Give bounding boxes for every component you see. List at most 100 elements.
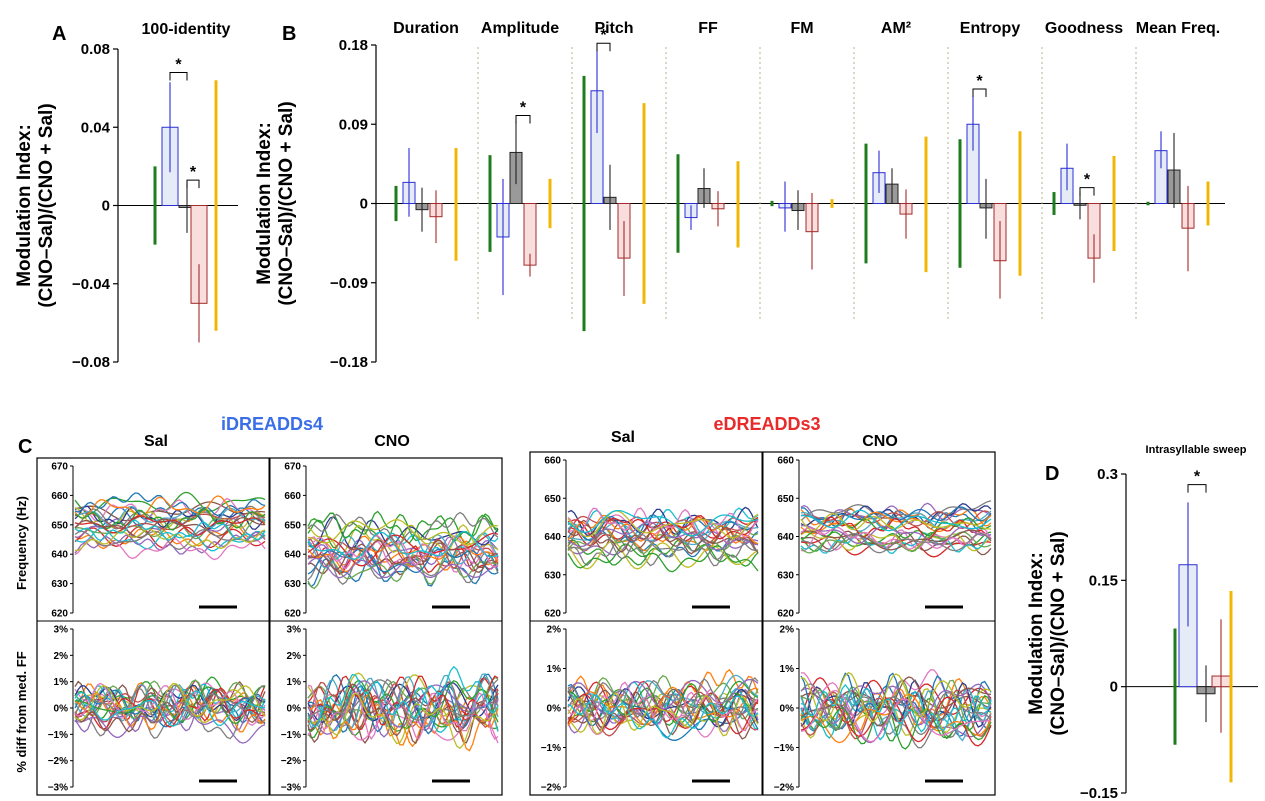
trace-line	[567, 510, 759, 539]
y-tick-label: 0	[102, 198, 110, 215]
y-tick-label: −1%	[48, 730, 68, 741]
group-title: Pitch	[594, 20, 633, 37]
group-title: Amplitude	[481, 20, 559, 37]
trace-line	[307, 539, 499, 571]
y-tick-label: 0	[1110, 679, 1118, 696]
trace-line	[800, 671, 992, 723]
trace-line	[307, 510, 499, 544]
trace-line	[567, 532, 759, 561]
trace-line	[800, 687, 992, 741]
y-tick-label: −0.18	[330, 354, 368, 371]
trace-line	[74, 516, 265, 539]
y-tick-label: 650	[544, 494, 561, 505]
trace-line	[307, 536, 499, 573]
trace-line	[307, 684, 499, 735]
chart-title: Intrasyllable sweep	[1146, 444, 1247, 456]
plot-frame	[529, 620, 763, 796]
trace-line	[800, 689, 992, 743]
y-tick-label: 2%	[780, 625, 795, 636]
trace-line	[567, 507, 759, 539]
significance-bracket	[1187, 484, 1207, 493]
y-tick-label: 640	[284, 550, 301, 561]
trace-line	[74, 508, 266, 531]
y-tick-label: 670	[284, 462, 301, 473]
group-title: Duration	[393, 20, 459, 37]
y-tick-label: −0.08	[72, 354, 110, 371]
y-axis-label-line: Modulation Index:	[1026, 552, 1047, 715]
y-tick-label: 630	[544, 570, 561, 581]
trace-line	[307, 535, 499, 568]
panel-label-d: D	[1045, 463, 1059, 485]
e-sal-label: Sal	[611, 429, 635, 446]
y-tick-label: 630	[284, 579, 301, 590]
trace-plot-C-i-cno-pct: 3% 2% 1% 0% −1% −2% −3%	[269, 620, 503, 796]
trace-line	[74, 529, 266, 550]
y-tick-label: 1%	[547, 664, 562, 675]
trace-plot-C-i-sal-pct: 3% 2% 1% 0% −1% −2% −3%	[36, 620, 270, 796]
y-tick-label: 0.15	[1089, 572, 1118, 589]
plot-frame	[269, 620, 503, 796]
trace-line	[74, 691, 266, 733]
group-title: FM	[790, 20, 813, 37]
edreadds-title: eDREADDs3	[713, 414, 820, 434]
trace-line	[307, 557, 499, 579]
trace-line	[567, 688, 759, 728]
y-tick-label: 0.08	[81, 41, 110, 58]
y-tick-label: 660	[51, 491, 68, 502]
y-tick-label: 630	[51, 579, 68, 590]
trace-line	[74, 685, 266, 724]
trace-line	[307, 530, 499, 560]
trace-line	[74, 505, 266, 531]
y-tick-label: 2%	[54, 651, 69, 662]
y-tick-label: 0.18	[339, 37, 368, 54]
y-axis-label: Modulation Index:(CNO–Sal)/(CNO + Sal)	[254, 101, 297, 305]
y-tick-label: 2%	[287, 651, 302, 662]
y-axis-label-line: Modulation Index:	[254, 122, 275, 285]
trace-line	[307, 519, 499, 546]
panel-label-b: B	[282, 23, 296, 45]
trace-line	[74, 682, 266, 721]
trace-line	[567, 692, 759, 737]
trace-line	[800, 527, 992, 552]
significance-star: *	[175, 56, 182, 73]
y-tick-label: −0.04	[72, 276, 111, 293]
significance-bracket	[515, 114, 531, 124]
y-tick-label: 0%	[780, 704, 795, 715]
trace-line	[800, 517, 992, 540]
trace-line	[307, 552, 499, 590]
trace-plot-C-e-sal-pct: 2% 1% 0% −1% −2%	[529, 620, 763, 796]
y-tick-label: 2%	[547, 625, 562, 636]
trace-line	[800, 516, 992, 542]
y-tick-label: 0.04	[81, 119, 111, 136]
i-sal-label: Sal	[144, 433, 168, 450]
y-tick-label: 1%	[54, 677, 69, 688]
y-tick-label: −1%	[774, 743, 794, 754]
trace-line	[74, 682, 266, 726]
idreadds-title: iDREADDs4	[221, 414, 323, 434]
y-tick-label: −3%	[281, 783, 301, 794]
y-tick-label: 0%	[287, 704, 302, 715]
y-tick-label: 660	[777, 456, 794, 467]
trace-line	[800, 532, 992, 554]
significance-star: *	[190, 164, 197, 181]
e-cno-label: CNO	[862, 433, 898, 450]
y-axis-label: Modulation Index:(CNO–Sal)/(CNO + Sal)	[1026, 531, 1069, 735]
y-tick-label: −3%	[48, 783, 68, 794]
group-title: AM²	[881, 20, 911, 37]
chart-title: 100-identity	[142, 21, 231, 38]
bar-chart-b: 0.18 0.09 0 −0.09 −0.18 Modulation Index:(CNO…	[254, 20, 1225, 371]
y-tick-label: 650	[284, 520, 301, 531]
y-tick-label: −1%	[541, 743, 561, 754]
significance-star: *	[1194, 469, 1201, 486]
trace-line	[74, 684, 266, 723]
y-tick-label: 620	[51, 609, 68, 620]
y-tick-label: 640	[544, 532, 561, 543]
y-tick-label: 3%	[54, 625, 69, 636]
trace-plot-C-i-cno-freq: 670 660 650 640 630 620	[269, 457, 503, 622]
trace-line	[800, 526, 992, 550]
significance-bracket	[186, 179, 200, 189]
y-tick-label: 3%	[287, 625, 302, 636]
trace-line	[567, 543, 759, 573]
y-tick-label: −1%	[281, 730, 301, 741]
